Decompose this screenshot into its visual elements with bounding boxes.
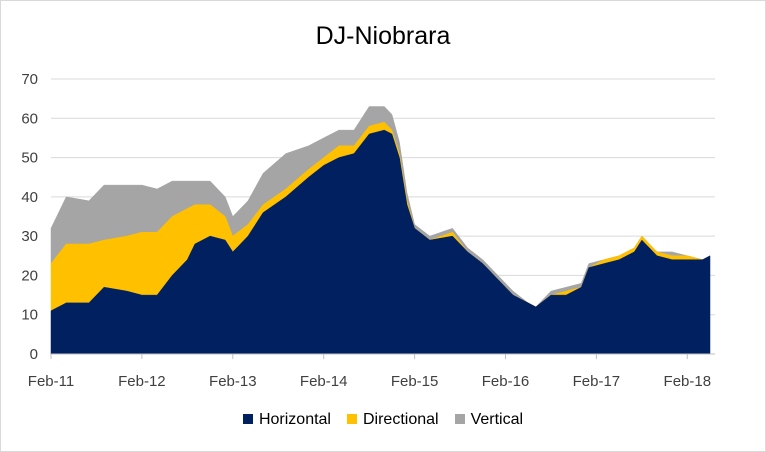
legend-label: Directional bbox=[362, 411, 439, 428]
x-tick-label: Feb-18 bbox=[664, 373, 712, 390]
axes: 0 10 20 30 40 50 60 70 Feb-11 Feb-12 Feb-13 Feb-14 F… bbox=[21, 71, 715, 390]
y-tick-label: 20 bbox=[21, 267, 38, 284]
legend-swatch bbox=[346, 414, 357, 424]
legend-swatch bbox=[242, 414, 253, 424]
legend-item-vertical: Vertical bbox=[454, 411, 524, 429]
chart-title: DJ-Niobrara bbox=[315, 22, 451, 50]
legend: Horizontal Directional Vertical bbox=[0, 411, 766, 429]
x-tick-label: Feb-17 bbox=[573, 373, 621, 390]
legend-label: Horizontal bbox=[258, 411, 331, 428]
legend-swatch bbox=[454, 414, 465, 424]
x-tick-label: Feb-11 bbox=[28, 373, 74, 390]
legend-item-directional: Directional bbox=[346, 411, 439, 429]
y-tick-label: 70 bbox=[21, 71, 38, 88]
x-tick-label: Feb-12 bbox=[118, 373, 166, 390]
y-tick-label: 0 bbox=[30, 346, 38, 363]
legend-item-horizontal: Horizontal bbox=[242, 411, 331, 429]
y-tick-label: 50 bbox=[21, 150, 38, 167]
y-tick-label: 10 bbox=[21, 307, 38, 324]
x-tick-label: Feb-13 bbox=[209, 373, 257, 390]
y-tick-label: 40 bbox=[21, 189, 38, 206]
legend-label: Vertical bbox=[470, 411, 524, 428]
x-tick-label: Feb-15 bbox=[391, 373, 439, 390]
x-tick-label: Feb-16 bbox=[482, 373, 530, 390]
area-series bbox=[50, 106, 711, 355]
y-tick-label: 60 bbox=[21, 110, 38, 127]
x-tick-label: Feb-14 bbox=[300, 373, 348, 390]
y-tick-label: 30 bbox=[21, 228, 38, 245]
